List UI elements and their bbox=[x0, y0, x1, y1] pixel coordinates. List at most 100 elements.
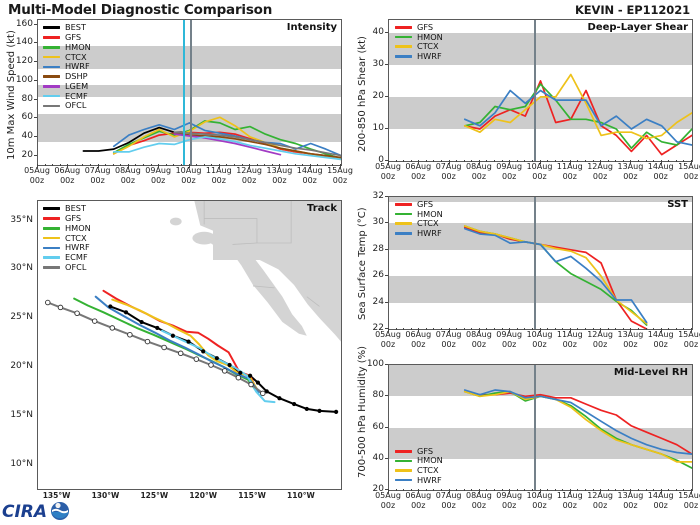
shaded-band bbox=[389, 197, 692, 203]
legend-label-ofcl: OFCL bbox=[65, 261, 87, 272]
series-line-hwrf bbox=[463, 389, 692, 455]
rh-plot-area: Mid-Level RH GFS HMON CTCX HWRF bbox=[388, 364, 693, 491]
x-minor-tick bbox=[675, 328, 677, 330]
shaded-band bbox=[389, 365, 692, 397]
x-minor-tick bbox=[645, 328, 647, 330]
x-minor-tick bbox=[668, 160, 670, 162]
rh-legend: GFS HMON CTCX HWRF bbox=[395, 446, 443, 485]
x-tick-mark bbox=[388, 328, 389, 332]
series-line-gfs bbox=[463, 226, 648, 329]
shear-series-svg bbox=[463, 73, 692, 156]
track-marker-ofcl bbox=[45, 299, 51, 306]
x-minor-tick bbox=[509, 489, 511, 491]
x-minor-tick bbox=[395, 328, 397, 330]
x-minor-tick bbox=[309, 164, 311, 166]
legend-item-ctcx: CTCX bbox=[395, 219, 443, 228]
legend-label-hmon: HMON bbox=[417, 208, 443, 219]
x-minor-tick bbox=[112, 164, 114, 166]
x-tick-mark bbox=[630, 328, 632, 332]
y-tick-label: 20 bbox=[372, 90, 384, 101]
x-minor-tick bbox=[653, 160, 655, 162]
x-minor-tick bbox=[403, 328, 405, 330]
x-tick-label: 13Aug 00z bbox=[617, 330, 644, 349]
intensity-legend: BEST GFS HMON CTCX HWRF DSHP LGEM ECMF OFCL bbox=[43, 23, 91, 111]
x-minor-tick bbox=[691, 489, 692, 491]
y-tick-mark bbox=[385, 63, 388, 65]
y-tick-label: 140 bbox=[15, 37, 33, 48]
x-minor-tick bbox=[615, 160, 617, 162]
x-minor-tick bbox=[615, 328, 617, 330]
x-minor-tick bbox=[592, 489, 594, 491]
x-minor-tick bbox=[524, 489, 526, 491]
x-tick-mark bbox=[691, 328, 692, 332]
x-tick-mark bbox=[388, 489, 389, 493]
series-line-hwrf bbox=[463, 227, 648, 324]
x-minor-tick bbox=[554, 328, 556, 330]
x-tick-label: 14Aug 00z bbox=[296, 166, 323, 185]
analysis-time-line bbox=[534, 197, 537, 329]
x-minor-tick bbox=[173, 164, 175, 166]
track-y-tick-label: 30°N bbox=[10, 263, 33, 274]
cira-logo: CIRA bbox=[2, 497, 74, 523]
x-minor-tick bbox=[691, 328, 692, 330]
land-baja-california bbox=[231, 244, 307, 336]
legend-swatch-ofcl bbox=[43, 104, 60, 108]
x-tick-label: 12Aug 00z bbox=[587, 162, 613, 181]
x-minor-tick bbox=[433, 160, 435, 162]
legend-item-gfs: GFS bbox=[43, 212, 91, 223]
x-tick-label: 11Aug 00z bbox=[556, 330, 583, 349]
legend-swatch-gfs bbox=[395, 203, 412, 206]
sst-series-svg bbox=[463, 225, 648, 329]
y-tick-label: 40 bbox=[372, 452, 384, 463]
x-tick-mark bbox=[448, 160, 450, 164]
y-tick-mark bbox=[34, 135, 37, 137]
series-line-hmon bbox=[463, 225, 648, 326]
x-minor-tick bbox=[448, 160, 450, 162]
x-minor-tick bbox=[494, 328, 496, 330]
intensity-series-svg bbox=[82, 116, 341, 161]
y-tick-mark bbox=[385, 248, 388, 250]
legend-swatch-gfs bbox=[395, 26, 412, 29]
x-tick-label: 06Aug 00z bbox=[405, 162, 432, 181]
x-minor-tick bbox=[37, 164, 38, 166]
legend-item-best: BEST bbox=[43, 204, 91, 213]
x-minor-tick bbox=[302, 164, 304, 166]
sst-plot-area: SST GFS HMON CTCX HWRF bbox=[388, 196, 693, 330]
track-marker-best bbox=[334, 409, 339, 414]
track-plot-area: Track BEST GFS HMON CTCX HWRF ECMF OFCL bbox=[37, 200, 342, 490]
track-marker-ofcl bbox=[221, 368, 228, 374]
x-tick-mark bbox=[539, 489, 541, 493]
x-minor-tick bbox=[403, 160, 405, 162]
x-minor-tick bbox=[622, 328, 624, 330]
x-minor-tick bbox=[294, 164, 296, 166]
y-tick-label: 160 bbox=[15, 18, 33, 29]
x-minor-tick bbox=[501, 160, 503, 162]
x-minor-tick bbox=[584, 489, 586, 491]
analysis-time-line bbox=[190, 20, 193, 165]
shaded-band bbox=[389, 96, 692, 129]
x-minor-tick bbox=[554, 489, 556, 491]
y-tick-label: 40 bbox=[372, 26, 384, 37]
legend-item-ecmf: ECMF bbox=[43, 91, 91, 100]
legend-item-gfs: GFS bbox=[395, 23, 443, 32]
y-tick-label: 28 bbox=[372, 243, 384, 254]
x-minor-tick bbox=[486, 160, 488, 162]
legend-swatch-ctcx bbox=[395, 45, 412, 49]
analysis-time-line bbox=[182, 20, 185, 165]
legend-label-gfs: GFS bbox=[65, 212, 82, 223]
track-marker-ofcl bbox=[57, 304, 64, 311]
x-minor-tick bbox=[486, 328, 488, 330]
legend-label-hwrf: HWRF bbox=[417, 227, 442, 238]
x-tick-mark bbox=[600, 328, 602, 332]
x-minor-tick bbox=[516, 160, 518, 162]
map-landmass-svg bbox=[169, 201, 341, 342]
track-marker-ofcl bbox=[193, 356, 200, 362]
x-minor-tick bbox=[653, 328, 655, 330]
x-minor-tick bbox=[577, 160, 579, 162]
x-minor-tick bbox=[180, 164, 182, 166]
x-tick-label: 08Aug 00z bbox=[465, 491, 492, 510]
x-tick-label: 07Aug 00z bbox=[435, 330, 462, 349]
legend-label-ctcx: CTCX bbox=[65, 51, 87, 62]
shaded-band bbox=[38, 46, 341, 69]
legend-swatch-hwrf bbox=[395, 232, 412, 235]
